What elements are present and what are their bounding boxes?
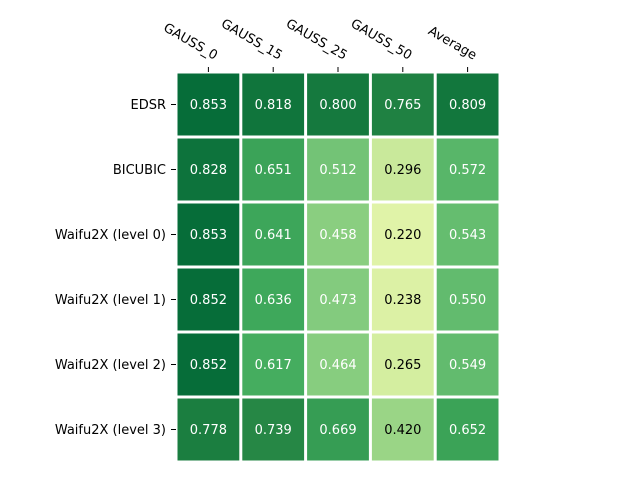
x-tick-label: GAUSS_50 [348, 16, 414, 63]
cell-value-label: 0.852 [190, 293, 227, 308]
heatmap-cell [436, 333, 499, 396]
heatmap-cell [242, 268, 305, 331]
y-tick-label: Waifu2X (level 1) [55, 293, 166, 308]
cell-value-label: 0.828 [190, 163, 227, 178]
cell-value-label: 0.265 [384, 358, 421, 373]
cell-value-label: 0.818 [255, 98, 292, 113]
heatmap-cell [371, 333, 434, 396]
cell-value-label: 0.809 [449, 98, 486, 113]
heatmap-cell [242, 203, 305, 266]
cell-value-label: 0.220 [384, 228, 421, 243]
cell-value-label: 0.636 [255, 293, 292, 308]
heatmap-cell [177, 138, 240, 201]
cell-value-label: 0.669 [319, 423, 356, 438]
heatmap-cell-labels: 0.853 0.818 0.800 0.765 0.809 0.828 0.651 0.512… [190, 98, 486, 438]
heatmap-cell [371, 138, 434, 201]
heatmap-cell [371, 73, 434, 136]
y-axis-ticks: EDSR BICUBIC Waifu2X (level 0) Waifu2X (lev… [55, 98, 176, 438]
heatmap-cell [307, 73, 369, 136]
cell-value-label: 0.473 [319, 293, 356, 308]
cell-value-label: 0.651 [255, 163, 292, 178]
heatmap-cell [436, 398, 499, 461]
cell-value-label: 0.464 [319, 358, 356, 373]
heatmap-cell [436, 203, 499, 266]
cell-value-label: 0.512 [319, 163, 356, 178]
heatmap-cell [177, 333, 240, 396]
y-tick-label: Waifu2X (level 0) [55, 228, 166, 243]
heatmap-cell [242, 138, 305, 201]
heatmap-cell [371, 268, 434, 331]
heatmap-cells [177, 73, 499, 461]
x-tick-label: GAUSS_0 [161, 21, 220, 64]
cell-value-label: 0.641 [255, 228, 292, 243]
y-tick-label: EDSR [130, 98, 166, 113]
cell-value-label: 0.550 [449, 293, 486, 308]
y-tick-label: Waifu2X (level 3) [55, 423, 166, 438]
heatmap-cell [177, 73, 240, 136]
y-tick-label: BICUBIC [113, 163, 166, 178]
cell-value-label: 0.853 [190, 98, 227, 113]
heatmap-cell [371, 398, 434, 461]
heatmap-cell [177, 398, 240, 461]
heatmap-cell [436, 73, 499, 136]
heatmap-cell [371, 203, 434, 266]
heatmap-cell [177, 268, 240, 331]
heatmap-cell [307, 398, 369, 461]
cell-value-label: 0.765 [384, 98, 421, 113]
y-tick-label: Waifu2X (level 2) [55, 358, 166, 373]
cell-value-label: 0.296 [384, 163, 421, 178]
heatmap-cell [307, 203, 369, 266]
cell-value-label: 0.420 [384, 423, 421, 438]
x-tick-label: Average [425, 24, 479, 64]
cell-value-label: 0.652 [449, 423, 486, 438]
heatmap-cell [307, 268, 369, 331]
heatmap-cell [242, 73, 305, 136]
heatmap-cell [177, 203, 240, 266]
x-tick-label: GAUSS_15 [218, 16, 284, 63]
cell-value-label: 0.853 [190, 228, 227, 243]
cell-value-label: 0.458 [319, 228, 356, 243]
cell-value-label: 0.572 [449, 163, 486, 178]
cell-value-label: 0.739 [255, 423, 292, 438]
heatmap-cell [307, 138, 369, 201]
heatmap-cell [242, 333, 305, 396]
cell-value-label: 0.617 [255, 358, 292, 373]
heatmap-cell [242, 398, 305, 461]
heatmap-cell [436, 138, 499, 201]
cell-value-label: 0.549 [449, 358, 486, 373]
cell-value-label: 0.852 [190, 358, 227, 373]
cell-value-label: 0.238 [384, 293, 421, 308]
cell-value-label: 0.543 [449, 228, 486, 243]
x-tick-label: GAUSS_25 [283, 16, 349, 63]
heatmap-cell [436, 268, 499, 331]
cell-value-label: 0.778 [190, 423, 227, 438]
cell-value-label: 0.800 [319, 98, 356, 113]
heatmap-cell [307, 333, 369, 396]
